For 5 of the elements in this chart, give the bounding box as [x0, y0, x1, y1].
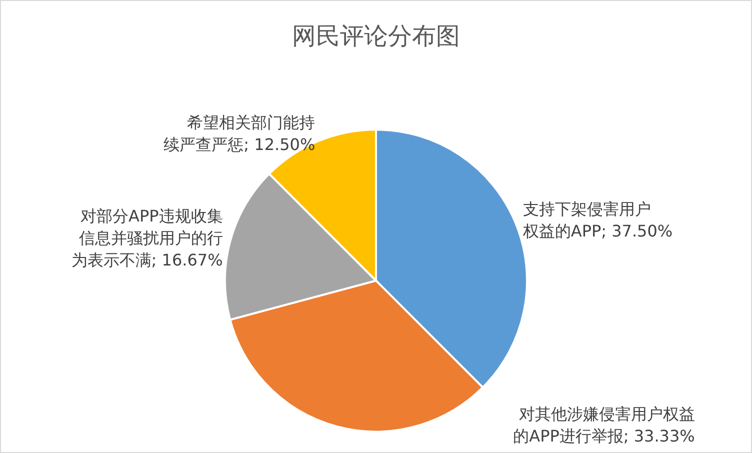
slice-label: 希望相关部门能持续严查严惩; 12.50%: [164, 113, 316, 154]
slice-label: 支持下架侵害用户权益的APP; 37.50%: [522, 199, 673, 240]
slice-label: 对其他涉嫌侵害用户权益的APP进行举报; 33.33%: [513, 404, 695, 446]
chart-title: 网民评论分布图: [292, 22, 460, 50]
slice-label: 对部分APP违规收集信息并骚扰用户的行为表示不满; 16.67%: [71, 206, 223, 270]
